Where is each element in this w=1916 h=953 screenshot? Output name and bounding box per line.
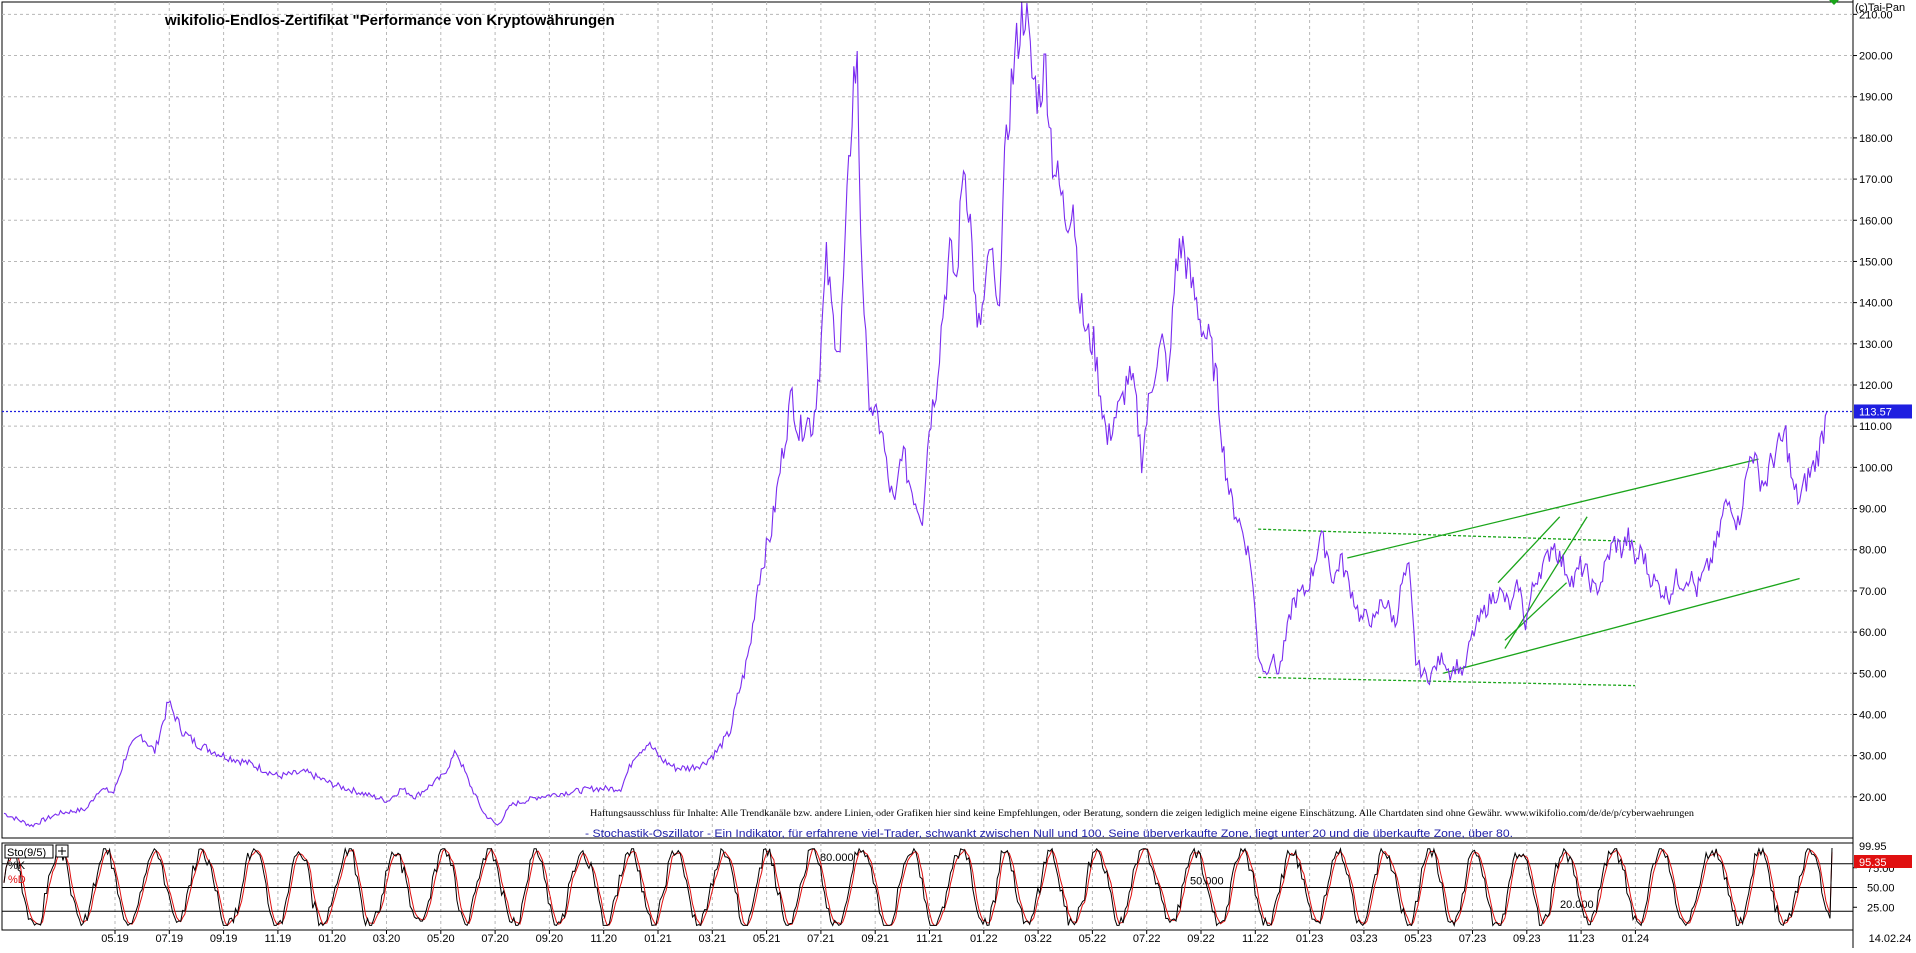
k-value: 99.95	[1859, 841, 1887, 853]
stoch-title-box	[4, 844, 54, 859]
stoch-title: Sto(9/5)	[7, 847, 46, 859]
x-tick-label: 07.19	[156, 933, 184, 945]
x-tick-label: 03.21	[699, 933, 727, 945]
y-tick-label: 90.00	[1859, 504, 1887, 516]
x-tick-label: 07.20	[481, 933, 509, 945]
short-trend-line-2	[1497, 516, 1561, 584]
stoch-y-tick-label: 50.00	[1867, 883, 1895, 895]
x-tick-label: 05.22	[1079, 933, 1107, 945]
y-tick-label: 170.00	[1859, 174, 1893, 186]
k-value-tag	[1854, 839, 1912, 852]
current-price-value: 113.57	[1859, 406, 1892, 418]
x-tick-label: 11.22	[1242, 933, 1269, 945]
y-tick-label: 190.00	[1859, 92, 1893, 104]
x-tick-label: 09.20	[536, 933, 564, 945]
short-trend-line-1	[1504, 516, 1588, 649]
y-tick-label: 110.00	[1859, 421, 1892, 433]
y-tick-label: 140.00	[1859, 298, 1893, 310]
last-date-label: 14.02.24	[1869, 933, 1912, 945]
short-trend-line-3	[1504, 582, 1568, 641]
x-tick-label: 07.23	[1459, 933, 1487, 945]
y-tick-label: 50.00	[1859, 668, 1887, 680]
stoch-level-label: 80.000	[820, 852, 854, 864]
stoch-frame	[1, 842, 1854, 931]
range-bottom-line	[1258, 676, 1636, 687]
main-frame	[1, 1, 1854, 839]
x-tick-label: 03.20	[373, 933, 401, 945]
price-line	[3, 2, 1828, 828]
x-tick-label: 01.23	[1296, 933, 1324, 945]
y-tick-label: 150.00	[1859, 256, 1893, 268]
channel-lower-line	[1443, 577, 1800, 674]
x-tick-label: 05.21	[753, 933, 781, 945]
y-tick-label: 160.00	[1859, 215, 1893, 227]
stoch-y-tick-label: 25.00	[1867, 902, 1895, 914]
y-tick-label: 210.00	[1859, 9, 1893, 21]
x-tick-label: 09.23	[1513, 933, 1541, 945]
x-tick-label: 01.24	[1622, 933, 1650, 945]
y-tick-label: 100.00	[1859, 462, 1893, 474]
y-tick-label: 180.00	[1859, 133, 1893, 145]
trend-lines	[1258, 458, 1800, 687]
d-value-tag	[1854, 855, 1912, 868]
current-price-tag	[1854, 404, 1912, 419]
price-series	[2, 2, 1853, 828]
y-tick-label: 70.00	[1859, 586, 1887, 598]
y-tick-label: 120.00	[1859, 380, 1893, 392]
x-tick-label: 05.20	[427, 933, 455, 945]
stoch-level-label: 20.000	[1560, 899, 1594, 911]
grid	[1, 0, 1854, 948]
x-tick-label: 09.21	[861, 933, 889, 945]
y-tick-label: 80.00	[1859, 545, 1887, 557]
x-tick-label: 11.19	[265, 933, 292, 945]
x-tick-label: 09.19	[210, 933, 238, 945]
x-tick-label: 03.23	[1350, 933, 1378, 945]
y-tick-label: 200.00	[1859, 51, 1893, 63]
legend-d: %D	[8, 874, 26, 886]
y-tick-label: 130.00	[1859, 339, 1893, 351]
copyright-label: (c)Tai-Pan	[1855, 2, 1905, 14]
x-tick-label: 03.22	[1024, 933, 1052, 945]
x-tick-label: 01.20	[318, 933, 346, 945]
x-tick-label: 05.23	[1404, 933, 1432, 945]
axes: 20.00 30.00 40.00 50.00 60.00 70.00 80.00 90.00…	[101, 0, 1912, 945]
d-value: 95.35	[1859, 857, 1887, 869]
x-tick-label: 05.19	[101, 933, 129, 945]
legend-k: %K	[8, 860, 26, 872]
x-tick-label: 01.21	[644, 933, 672, 945]
x-tick-label: 11.21	[916, 933, 943, 945]
y-tick-label: 20.00	[1859, 792, 1887, 804]
x-tick-label: 01.22	[970, 933, 998, 945]
stoch-d-line	[3, 847, 1833, 927]
y-tick-label: 40.00	[1859, 709, 1887, 721]
x-tick-label: 07.21	[807, 933, 835, 945]
stoch-k-line	[3, 846, 1833, 928]
y-tick-label: 60.00	[1859, 627, 1887, 639]
y-tick-label: 30.00	[1859, 751, 1887, 763]
stochastic-note: - Stochastik-Oszillator - Ein Indikator,…	[585, 828, 1513, 840]
channel-upper-line	[1347, 458, 1759, 559]
disclaimer-text: Haftungsausschluss für Inhalte: Alle Tre…	[590, 808, 1695, 818]
x-tick-label: 09.22	[1187, 933, 1215, 945]
signal-marker-icon	[1829, 0, 1839, 5]
x-tick-label: 11.20	[590, 933, 617, 945]
chart-title: wikifolio-Endlos-Zertifikat "Performance…	[164, 12, 615, 29]
x-tick-label: 07.22	[1133, 933, 1161, 945]
x-tick-label: 11.23	[1568, 933, 1595, 945]
